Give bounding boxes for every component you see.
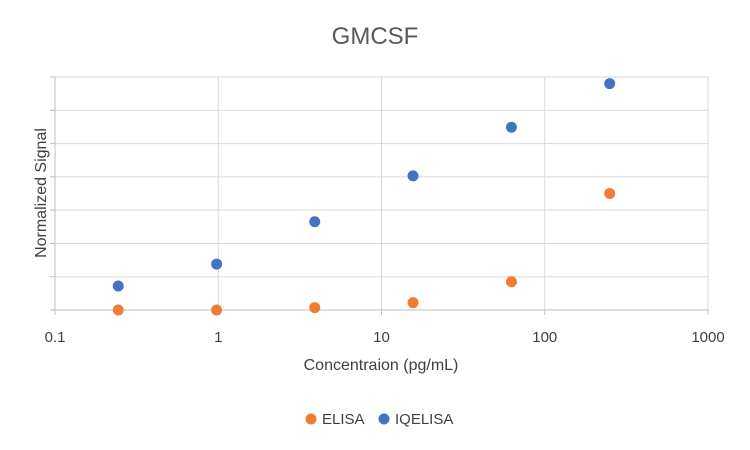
x-tick-label: 1 (214, 329, 222, 346)
chart-title: GMCSF (332, 23, 419, 50)
point-elisa (505, 276, 517, 288)
legend: ELISA IQELISA (305, 411, 453, 428)
y-axis-title: Normalized Signal (33, 128, 50, 258)
legend-marker-iqelisa (378, 413, 390, 425)
plot-area: 0.1 1 10 100 1000 (45, 76, 725, 346)
point-iqelisa (112, 280, 124, 292)
point-iqelisa (407, 170, 419, 182)
legend-marker-elisa (305, 413, 317, 425)
point-elisa (211, 304, 223, 316)
point-elisa (604, 188, 616, 199)
legend-label-elisa: ELISA (322, 411, 365, 428)
x-tick-label: 1000 (691, 329, 724, 346)
point-elisa (407, 297, 419, 309)
point-elisa (112, 304, 124, 316)
x-axis-title: Concentraion (pg/mL) (304, 357, 459, 374)
point-iqelisa (211, 258, 223, 270)
point-iqelisa (309, 216, 321, 228)
point-iqelisa (604, 78, 616, 90)
point-iqelisa (505, 121, 517, 133)
point-elisa (309, 302, 321, 314)
legend-label-iqelisa: IQELISA (395, 411, 453, 428)
x-tick-label: 100 (532, 329, 557, 346)
x-tick-label: 10 (373, 329, 390, 346)
x-tick-label: 0.1 (45, 329, 66, 346)
